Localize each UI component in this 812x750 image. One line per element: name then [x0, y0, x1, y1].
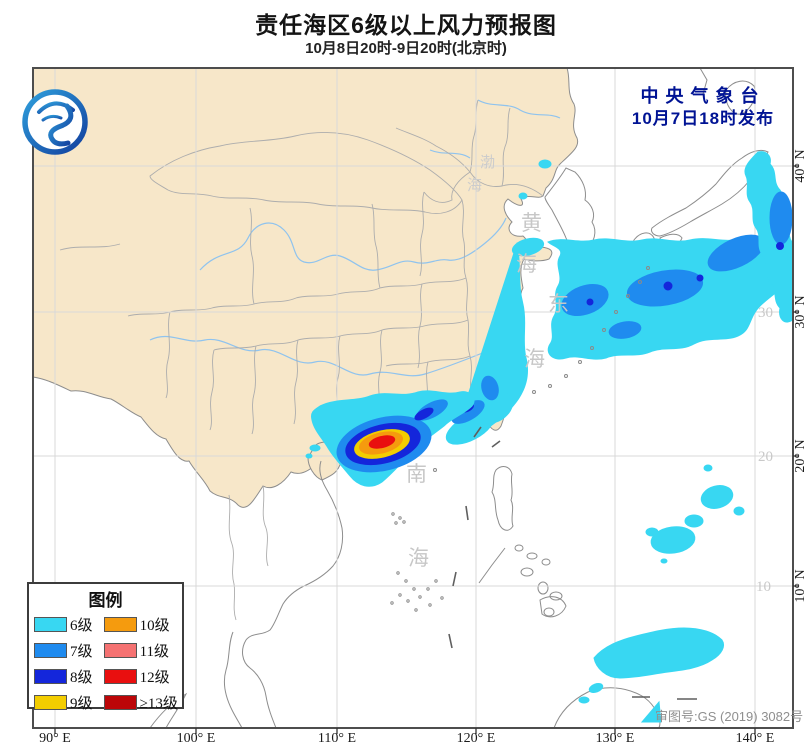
legend-item-8: 8级	[34, 666, 102, 687]
lon-label-140e: 140° E	[735, 731, 775, 746]
sea-name-labels: 渤 海 黄 海 东 海 南 海 30 20 10	[406, 154, 773, 595]
sea-label-south-china-sea: 南	[406, 462, 427, 486]
wind-area-east-of-japan	[744, 151, 794, 323]
foreign-coastlines	[149, 67, 769, 729]
svg-text:10: 10	[756, 579, 771, 595]
legend-swatch-13	[103, 695, 137, 710]
cma-logo	[22, 89, 88, 155]
small-islands	[390, 266, 650, 612]
issuer-time: 10月7日18时发布	[631, 109, 775, 129]
legend-item-9: 9级	[34, 692, 102, 713]
legend-item-10: 10级	[103, 614, 178, 635]
legend-swatch-11	[103, 643, 137, 658]
map-frame	[32, 67, 799, 734]
lat-label-20n: 20° N	[793, 439, 808, 473]
typhoon-ring-level12	[368, 435, 396, 449]
nine-dash-line	[448, 426, 697, 700]
lon-label-100e: 100° E	[176, 731, 216, 746]
lat-label-30n: 30° N	[793, 295, 808, 329]
legend-swatch-9	[34, 695, 67, 710]
lon-label-120e: 120° E	[456, 731, 496, 746]
lat-label-40n: 40° N	[793, 149, 808, 183]
rivers	[149, 99, 561, 377]
lon-label-130e: 130° E	[595, 731, 635, 746]
issuer-agency: 中央气象台	[640, 86, 766, 106]
sea-label-bohai: 渤	[480, 154, 495, 171]
legend-swatch-7	[34, 643, 67, 658]
wind-area-east-china-sea-japan	[547, 234, 792, 360]
wind-area-celebes	[578, 627, 725, 723]
svg-text:海: 海	[467, 177, 482, 194]
legend-item-11: 11级	[103, 640, 178, 661]
wind-area-bohai	[518, 159, 552, 200]
map-license-text: 审图号:GS (2019) 3082号	[655, 709, 804, 724]
legend-item-7: 7级	[34, 640, 102, 661]
lon-label-90e: 90° E	[39, 731, 71, 746]
legend-box: 图例 6级 10级 7级 11级 8级 12级 9级 ≥13级	[27, 582, 184, 712]
legend-swatch-8	[34, 669, 67, 684]
legend-swatch-12	[103, 669, 137, 684]
lon-label-110e: 110° E	[317, 731, 357, 746]
page-title: 责任海区6级以上风力预报图	[255, 12, 557, 38]
issuer-block: 中央气象台 10月7日18时发布	[608, 84, 798, 131]
sea-label-east-china-sea: 东	[548, 292, 569, 316]
lat-label-10n: 10° N	[793, 569, 808, 603]
legend-swatch-10	[103, 617, 137, 632]
svg-text:20: 20	[758, 449, 773, 465]
legend-title: 图例	[88, 591, 123, 610]
legend-item-6: 6级	[34, 614, 102, 635]
legend-item-13: ≥13级	[103, 692, 178, 713]
svg-text:海: 海	[408, 546, 429, 570]
wind-area-typhoon-guangdong	[305, 390, 475, 487]
legend-item-12: 12级	[103, 666, 178, 687]
legend-swatch-6	[34, 617, 67, 632]
svg-text:海: 海	[524, 347, 545, 371]
wind-area-east-of-philippines	[645, 464, 745, 564]
sea-label-yellow-sea: 黄	[521, 211, 542, 235]
svg-text:30: 30	[758, 305, 773, 321]
svg-text:海: 海	[516, 252, 537, 276]
legend-grid: 6级 10级 7级 11级 8级 12级 9级 ≥13级	[29, 611, 182, 713]
page-subtitle: 10月8日20时-9日20时(北京时)	[305, 40, 507, 57]
